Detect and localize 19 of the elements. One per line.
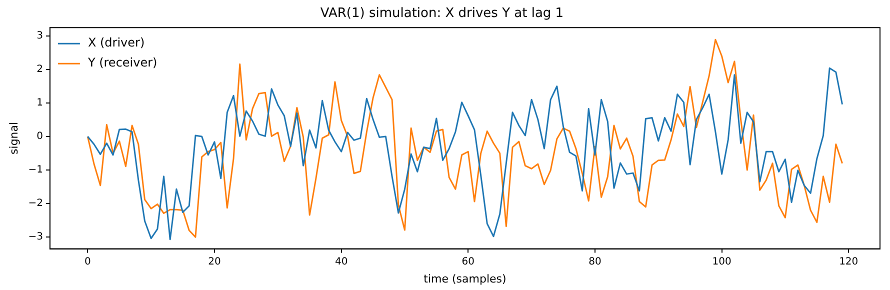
y-tick-label: 3 [36, 30, 43, 42]
x-tick-label: 60 [462, 256, 475, 268]
x-tick-label: 120 [839, 256, 858, 268]
y-tick-label: 2 [36, 64, 43, 76]
x-tick-label: 0 [84, 256, 91, 268]
y-tick-label: −2 [28, 198, 43, 210]
legend-label: X (driver) [88, 36, 145, 50]
legend-label: Y (receiver) [86, 56, 158, 70]
x-tick-label: 20 [208, 256, 221, 268]
x-tick-label: 40 [334, 256, 348, 268]
y-tick-label: 1 [36, 98, 43, 109]
x-axis-title: time (samples) [424, 272, 506, 286]
x-tick-label: 100 [712, 256, 732, 268]
y-tick-label: −3 [28, 232, 43, 243]
y-tick-label: −1 [28, 164, 43, 176]
chart-title: VAR(1) simulation: X drives Y at lag 1 [320, 6, 564, 22]
y-axis-title: signal [7, 122, 20, 154]
x-tick-label: 80 [588, 256, 602, 268]
y-tick-label: 0 [36, 131, 43, 142]
